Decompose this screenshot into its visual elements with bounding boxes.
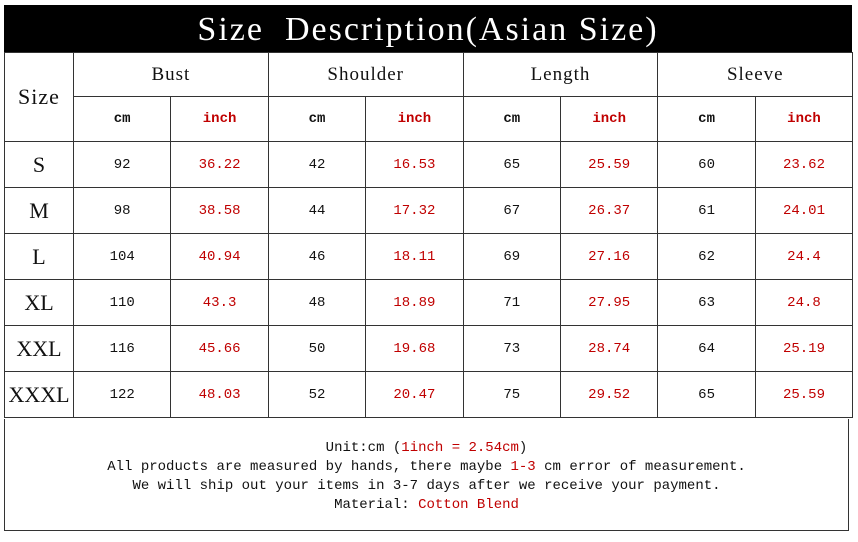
table-row: XXXL 122 48.03 52 20.47 75 29.52 65 25.59 <box>4 371 854 418</box>
inch-value: 38.58 <box>170 187 269 234</box>
cm-value: 63 <box>657 279 756 326</box>
cm-value: 116 <box>72 325 172 372</box>
size-label: XXL <box>4 325 74 372</box>
cm-value: 60 <box>657 141 756 188</box>
cm-value: 98 <box>72 187 172 234</box>
unit-conversion: 1inch = 2.54cm <box>401 440 519 456</box>
size-label: L <box>4 233 74 280</box>
cm-value: 75 <box>462 371 561 418</box>
cm-value: 61 <box>657 187 756 234</box>
inch-value: 24.01 <box>754 187 854 234</box>
inch-value: 23.62 <box>754 141 854 188</box>
group-header-sleeve: Sleeve <box>657 52 854 97</box>
cm-value: 71 <box>462 279 561 326</box>
size-label: XL <box>4 279 74 326</box>
table-row: XL 110 43.3 48 18.89 71 27.95 63 24.8 <box>4 279 854 326</box>
inch-value: 27.95 <box>559 279 659 326</box>
cm-value: 50 <box>267 325 367 372</box>
cm-value: 52 <box>267 371 367 418</box>
table-row: S 92 36.22 42 16.53 65 25.59 60 23.62 <box>4 141 854 188</box>
inch-value: 25.59 <box>754 371 854 418</box>
inch-value: 48.03 <box>170 371 269 418</box>
inch-value: 27.16 <box>559 233 659 280</box>
inch-value: 40.94 <box>170 233 269 280</box>
unit-cm: cm <box>657 96 756 142</box>
inch-value: 24.4 <box>754 233 854 280</box>
material-label: Material: <box>334 497 419 513</box>
material-value: Cotton Blend <box>418 497 519 513</box>
cm-value: 62 <box>657 233 756 280</box>
cm-value: 64 <box>657 325 756 372</box>
shipping-note: We will ship out your items in 3-7 days … <box>132 478 721 494</box>
measure-note-prefix: All products are measured by hands, ther… <box>107 459 511 475</box>
measure-range: 1-3 <box>510 459 536 475</box>
cm-value: 48 <box>267 279 367 326</box>
inch-value: 29.52 <box>559 371 659 418</box>
cm-value: 73 <box>462 325 561 372</box>
table-row: XXL 116 45.66 50 19.68 73 28.74 64 25.19 <box>4 325 854 372</box>
cm-value: 42 <box>267 141 367 188</box>
inch-value: 20.47 <box>365 371 464 418</box>
size-column-header: Size <box>4 52 74 142</box>
cm-value: 69 <box>462 233 561 280</box>
inch-value: 26.37 <box>559 187 659 234</box>
inch-value: 25.59 <box>559 141 659 188</box>
unit-inch: inch <box>170 96 269 142</box>
size-label: M <box>4 187 74 234</box>
size-table: Size Bust Shoulder Length Sleeve cm inch… <box>4 52 854 418</box>
inch-value: 24.8 <box>754 279 854 326</box>
inch-value: 25.19 <box>754 325 854 372</box>
unit-cm: cm <box>462 96 561 142</box>
cm-value: 65 <box>657 371 756 418</box>
measure-note: All products are measured by hands, ther… <box>5 458 848 477</box>
page-title: Size Description(Asian Size) <box>4 5 852 52</box>
inch-value: 28.74 <box>559 325 659 372</box>
material-note: Material: Cotton Blend <box>5 496 848 515</box>
inch-value: 16.53 <box>365 141 464 188</box>
unit-inch: inch <box>365 96 464 142</box>
table-row: L 104 40.94 46 18.11 69 27.16 62 24.4 <box>4 233 854 280</box>
unit-cm: cm <box>72 96 172 142</box>
inch-value: 45.66 <box>170 325 269 372</box>
size-label: S <box>4 141 74 188</box>
cm-value: 44 <box>267 187 367 234</box>
cm-value: 92 <box>72 141 172 188</box>
cm-value: 122 <box>72 371 172 418</box>
cm-value: 104 <box>72 233 172 280</box>
unit-inch: inch <box>754 96 854 142</box>
cm-value: 46 <box>267 233 367 280</box>
group-header-shoulder: Shoulder <box>267 52 464 97</box>
inch-value: 17.32 <box>365 187 464 234</box>
unit-note: Unit:cm (1inch = 2.54cm) <box>5 439 848 458</box>
cm-value: 65 <box>462 141 561 188</box>
unit-note-prefix: Unit:cm ( <box>325 440 402 456</box>
unit-inch: inch <box>559 96 659 142</box>
footer-notes: Unit:cm (1inch = 2.54cm) All products ar… <box>4 419 849 531</box>
cm-value: 67 <box>462 187 561 234</box>
unit-note-suffix: ) <box>518 440 528 456</box>
inch-value: 36.22 <box>170 141 269 188</box>
measure-note-suffix: cm error of measurement. <box>535 459 746 475</box>
inch-value: 18.11 <box>365 233 464 280</box>
cm-value: 110 <box>72 279 172 326</box>
group-header-bust: Bust <box>73 52 269 97</box>
inch-value: 19.68 <box>365 325 464 372</box>
group-header-length: Length <box>462 52 659 97</box>
size-label: XXXL <box>4 371 74 418</box>
table-row: M 98 38.58 44 17.32 67 26.37 61 24.01 <box>4 187 854 234</box>
inch-value: 43.3 <box>170 279 269 326</box>
unit-cm: cm <box>267 96 367 142</box>
inch-value: 18.89 <box>365 279 464 326</box>
